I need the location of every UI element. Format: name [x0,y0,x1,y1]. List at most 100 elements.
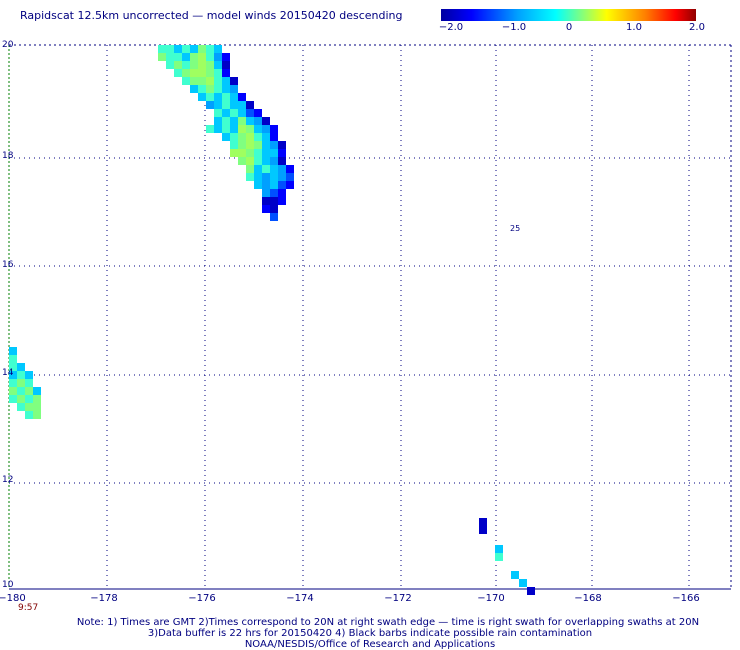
wind-cell [17,395,25,403]
wind-cell [254,173,262,181]
marker-label: 25 [510,224,520,233]
footnote-line-2: 3)Data buffer is 22 hrs for 20150420 4) … [147,628,593,639]
wind-cell [206,93,214,101]
wind-cell [238,117,246,125]
wind-cell [25,395,33,403]
wind-cell [214,101,222,109]
wind-cell [238,93,246,101]
wind-cell [495,545,503,553]
x-tick-label: −174 [286,593,314,604]
wind-cell [33,411,41,419]
colorbar-tick-label: 2.0 [689,22,705,33]
x-tick-label: −180 [0,593,26,604]
x-tick-label: −178 [90,593,118,604]
wind-cell [270,149,278,157]
wind-cell [198,61,206,69]
wind-cell [206,53,214,61]
wind-cell [206,125,214,133]
wind-cell [190,77,198,85]
wind-cell [222,125,230,133]
wind-cell [158,53,166,61]
wind-cell [230,109,238,117]
wind-cell [278,173,286,181]
plot-title: Rapidscat 12.5km uncorrected — model win… [20,9,403,22]
wind-cell [519,579,527,587]
wind-cell [262,189,270,197]
wind-cell [262,157,270,165]
wind-cell [198,69,206,77]
wind-cell [246,141,254,149]
wind-cell [222,101,230,109]
wind-cell [262,117,270,125]
wind-cell [166,53,174,61]
wind-cell [527,587,535,595]
wind-cell [214,109,222,117]
wind-cell [198,77,206,85]
wind-cell [270,133,278,141]
wind-cell [479,526,487,534]
y-tick-label: 20 [2,40,14,50]
wind-cell [9,379,17,387]
wind-cell [190,69,198,77]
wind-cell [214,69,222,77]
wind-cell [278,181,286,189]
wind-cell [262,165,270,173]
wind-cell [278,141,286,149]
colorbar-tick-label: −1.0 [501,22,527,33]
x-tick-label: −166 [672,593,700,604]
wind-cell [278,165,286,173]
wind-cell [246,117,254,125]
wind-cell [214,45,222,53]
wind-cell [230,117,238,125]
wind-cell [17,403,25,411]
wind-cell [222,85,230,93]
wind-cell [246,125,254,133]
wind-cell [166,45,174,53]
x-tick-label: −170 [477,593,505,604]
wind-cell [33,387,41,395]
wind-cell [262,173,270,181]
wind-cell [182,53,190,61]
wind-cell [182,77,190,85]
wind-cell [158,45,166,53]
wind-cell [238,141,246,149]
y-tick-label: 10 [2,580,14,590]
wind-cell [166,61,174,69]
wind-cell [25,379,33,387]
wind-cell [190,53,198,61]
wind-cell [270,197,278,205]
wind-cell [222,53,230,61]
wind-cell [270,205,278,213]
wind-cell [214,53,222,61]
wind-cell [270,213,278,221]
wind-cell [230,141,238,149]
y-tick-label: 16 [2,260,14,270]
wind-cell [174,69,182,77]
wind-cell [479,518,487,526]
wind-cell [286,165,294,173]
wind-cell [198,85,206,93]
wind-cells [9,45,535,595]
wind-cell [238,109,246,117]
wind-cell [9,347,17,355]
wind-cell [238,157,246,165]
wind-cell [190,45,198,53]
wind-cell [246,101,254,109]
map-grid [8,44,732,590]
wind-cell [495,553,503,561]
wind-cell [270,165,278,173]
wind-cell [230,93,238,101]
wind-cell [246,149,254,157]
wind-cell [174,61,182,69]
wind-cell [254,165,262,173]
wind-cell [206,61,214,69]
footnote-line-3: NOAA/NESDIS/Office of Research and Appli… [244,639,496,650]
colorbar-tick-label: 1.0 [626,22,642,33]
wind-cell [254,109,262,117]
wind-cell [286,173,294,181]
wind-cell [174,53,182,61]
wind-cell [17,379,25,387]
wind-cell [222,69,230,77]
y-tick-label: 14 [2,368,14,378]
wind-cell [206,45,214,53]
